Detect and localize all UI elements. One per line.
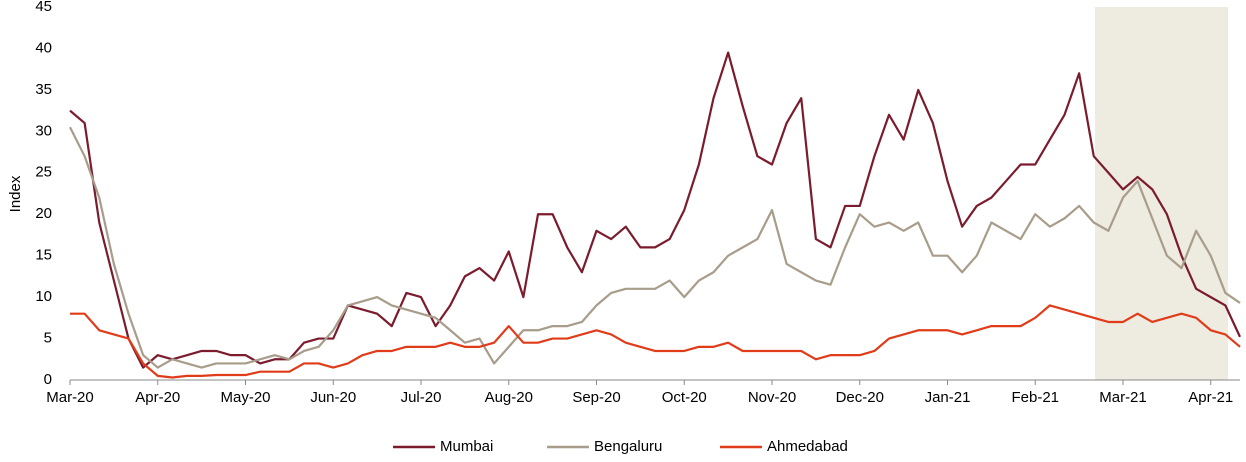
y-tick-label: 10 — [35, 288, 52, 305]
legend-label: Bengaluru — [594, 438, 662, 455]
y-tick-label: 0 — [44, 371, 52, 388]
y-tick-label: 40 — [35, 39, 52, 56]
x-tick-label: Mar-21 — [1099, 389, 1147, 406]
x-tick-label: Mar-20 — [46, 389, 94, 406]
y-tick-label: 5 — [44, 330, 52, 347]
x-tick-label: Apr-21 — [1188, 389, 1233, 406]
x-tick-label: May-20 — [220, 389, 270, 406]
x-tick-label: Oct-20 — [662, 389, 707, 406]
x-tick-label: Feb-21 — [1011, 389, 1059, 406]
x-tick-label: Jun-20 — [310, 389, 356, 406]
x-tick-label: Apr-20 — [135, 389, 180, 406]
y-tick-label: 15 — [35, 247, 52, 264]
y-tick-label: 25 — [35, 164, 52, 181]
y-tick-label: 35 — [35, 81, 52, 98]
line-series — [69, 126, 1241, 369]
y-tick-label: 30 — [35, 122, 52, 139]
x-tick-label: Sep-20 — [572, 389, 620, 406]
highlight-band — [1095, 7, 1228, 380]
y-axis-label: Index — [7, 175, 24, 212]
x-tick-label: Aug-20 — [485, 389, 533, 406]
y-tick-label: 20 — [35, 205, 52, 222]
legend-label: Ahmedabad — [767, 438, 848, 455]
x-tick-label: Jan-21 — [925, 389, 971, 406]
line-series — [70, 304, 1241, 379]
x-tick-label: Jul-20 — [401, 389, 442, 406]
line-series — [69, 51, 1241, 369]
legend-label: Mumbai — [440, 438, 493, 455]
y-tick-label: 45 — [35, 0, 52, 15]
x-tick-label: Nov-20 — [748, 389, 796, 406]
x-tick-label: Dec-20 — [836, 389, 884, 406]
